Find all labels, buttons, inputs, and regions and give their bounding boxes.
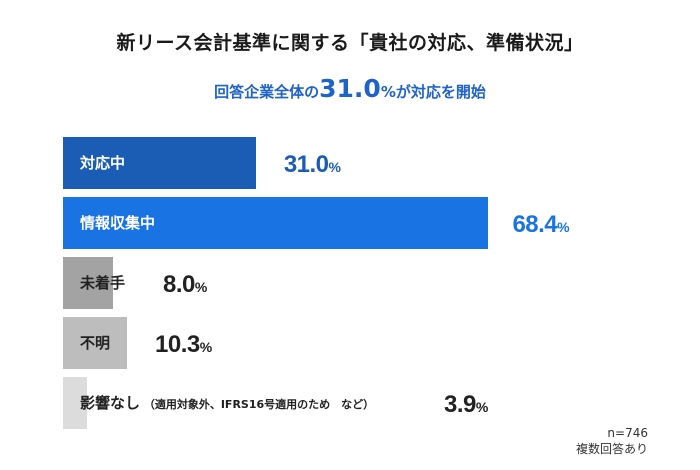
bar-label-4: 不明 (80, 317, 110, 369)
bar-label-5: 影響なし （適用対象外、IFRS16号適用のため など） (80, 377, 374, 429)
bar-label-2: 情報収集中 (80, 197, 155, 249)
category-label: 不明 (80, 334, 111, 352)
chart-subtitle: 回答企業全体の31.0%が対応を開始 (0, 74, 700, 103)
value-label-5: 3.9% (444, 391, 489, 418)
value-label-2: 68.4% (512, 211, 570, 238)
footnote: n=746 複数回答あり (576, 425, 648, 457)
subtitle-highlight: 31.0 (319, 74, 381, 103)
bar-4 (63, 317, 128, 369)
bar-3 (63, 257, 113, 309)
bar-label-3: 未着手 (80, 257, 125, 309)
chart-title: 新リース会計基準に関する「貴社の対応、準備状況」 (116, 32, 584, 54)
category-label: 影響なし (80, 394, 141, 412)
category-label: 未着手 (80, 274, 126, 292)
multiple-answer-note: 複数回答あり (575, 442, 648, 456)
bar-label-1: 対応中 (80, 137, 125, 189)
category-label: 情報収集中 (80, 214, 156, 232)
sample-size: n=746 (607, 426, 648, 440)
subtitle-prefix: 回答企業全体の (214, 83, 320, 101)
value-label-1: 31.0% (283, 151, 341, 178)
value-label-4: 10.3% (155, 331, 213, 358)
category-label: 対応中 (80, 154, 126, 172)
bar-5 (63, 377, 88, 429)
value-label-3: 8.0% (163, 271, 208, 298)
subtitle-highlight-unit: % (380, 83, 396, 101)
subtitle-suffix: が対応を開始 (395, 83, 486, 101)
category-note: （適用対象外、IFRS16号適用のため など） (140, 398, 375, 411)
bar-1 (63, 137, 256, 189)
bar-2 (63, 197, 489, 249)
